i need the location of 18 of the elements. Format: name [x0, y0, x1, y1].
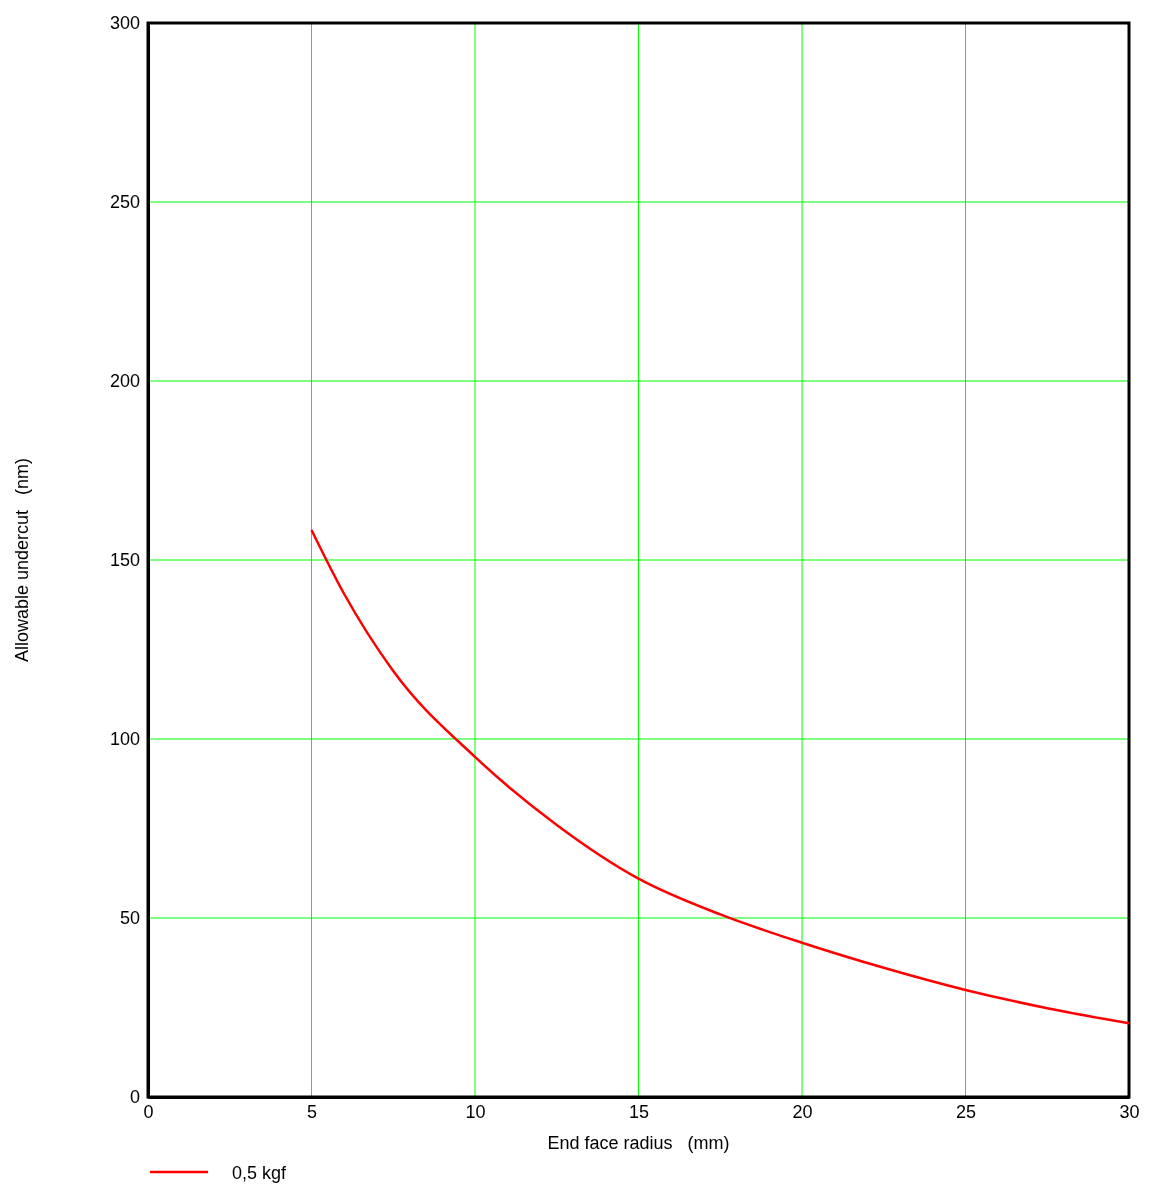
y-tick-label: 100 — [109, 729, 140, 750]
x-tick-label: 10 — [465, 1101, 486, 1122]
x-tick-label: 30 — [1119, 1101, 1140, 1122]
x-tick-label: 25 — [955, 1101, 977, 1122]
y-tick-label: 200 — [109, 371, 140, 392]
y-tick-label: 150 — [109, 550, 140, 571]
x-tick-label: 0 — [143, 1101, 154, 1122]
y-tick-label: 250 — [109, 192, 140, 213]
y-tick-label: 50 — [119, 908, 140, 929]
x-tick-label: 5 — [306, 1101, 318, 1122]
x-tick-label: 20 — [792, 1101, 813, 1122]
x-tick-label: 15 — [628, 1101, 650, 1122]
legend-label: 0,5 kgf — [232, 1163, 288, 1183]
line-series — [310, 528, 1131, 1025]
x-axis-title: End face radius (mm) — [547, 1133, 730, 1153]
y-tick-label: 300 — [109, 13, 140, 34]
y-axis-title: Allowable undercut (nm) — [12, 457, 32, 663]
y-tick-label: 0 — [129, 1087, 140, 1108]
